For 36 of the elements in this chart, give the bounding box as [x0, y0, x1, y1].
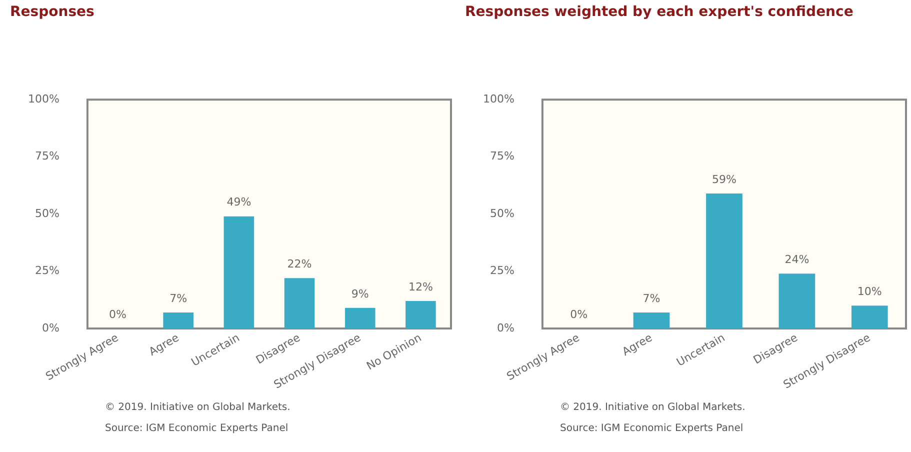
chart-title: Responses — [10, 3, 96, 22]
data-label: 10% — [857, 284, 882, 298]
y-tick-label: 25% — [490, 264, 514, 278]
data-label: 12% — [408, 280, 433, 294]
source-note: Source: IGM Economic Experts Panel — [105, 423, 290, 434]
y-tick-label: 100% — [482, 92, 514, 106]
bar — [778, 274, 816, 329]
data-label: 24% — [784, 252, 810, 266]
y-tick-label: 75% — [490, 150, 514, 163]
bar — [633, 312, 670, 329]
text: © 2019. Initiative on Global Markets. — [105, 402, 290, 413]
data-label: 0% — [109, 308, 126, 321]
data-label: 7% — [170, 292, 188, 305]
bar — [406, 301, 436, 329]
y-tick-label: 0% — [496, 321, 514, 334]
y-tick-label: 0% — [42, 321, 60, 334]
bar — [851, 306, 888, 329]
bar — [224, 216, 254, 329]
data-label: 7% — [642, 292, 660, 305]
bar — [344, 308, 376, 329]
data-label: 0% — [570, 308, 588, 321]
bar — [163, 312, 194, 329]
text: © 2019. Initiative on Global Markets. — [560, 402, 746, 413]
chart-title: Responses weighted by each expert's confidence — [465, 3, 854, 22]
bar — [284, 278, 315, 329]
y-tick-label: 25% — [34, 264, 60, 278]
data-label: 9% — [351, 287, 369, 300]
data-label: 22% — [287, 258, 312, 271]
source-note: Source: IGM Economic Experts Panel — [560, 423, 744, 434]
data-label: 59% — [712, 172, 736, 186]
data-label: 49% — [226, 196, 252, 209]
y-tick-label: 100% — [28, 92, 60, 106]
bar — [706, 193, 742, 329]
y-tick-label: 50% — [490, 206, 514, 220]
y-tick-label: 50% — [34, 206, 60, 220]
y-tick-label: 75% — [34, 150, 60, 163]
